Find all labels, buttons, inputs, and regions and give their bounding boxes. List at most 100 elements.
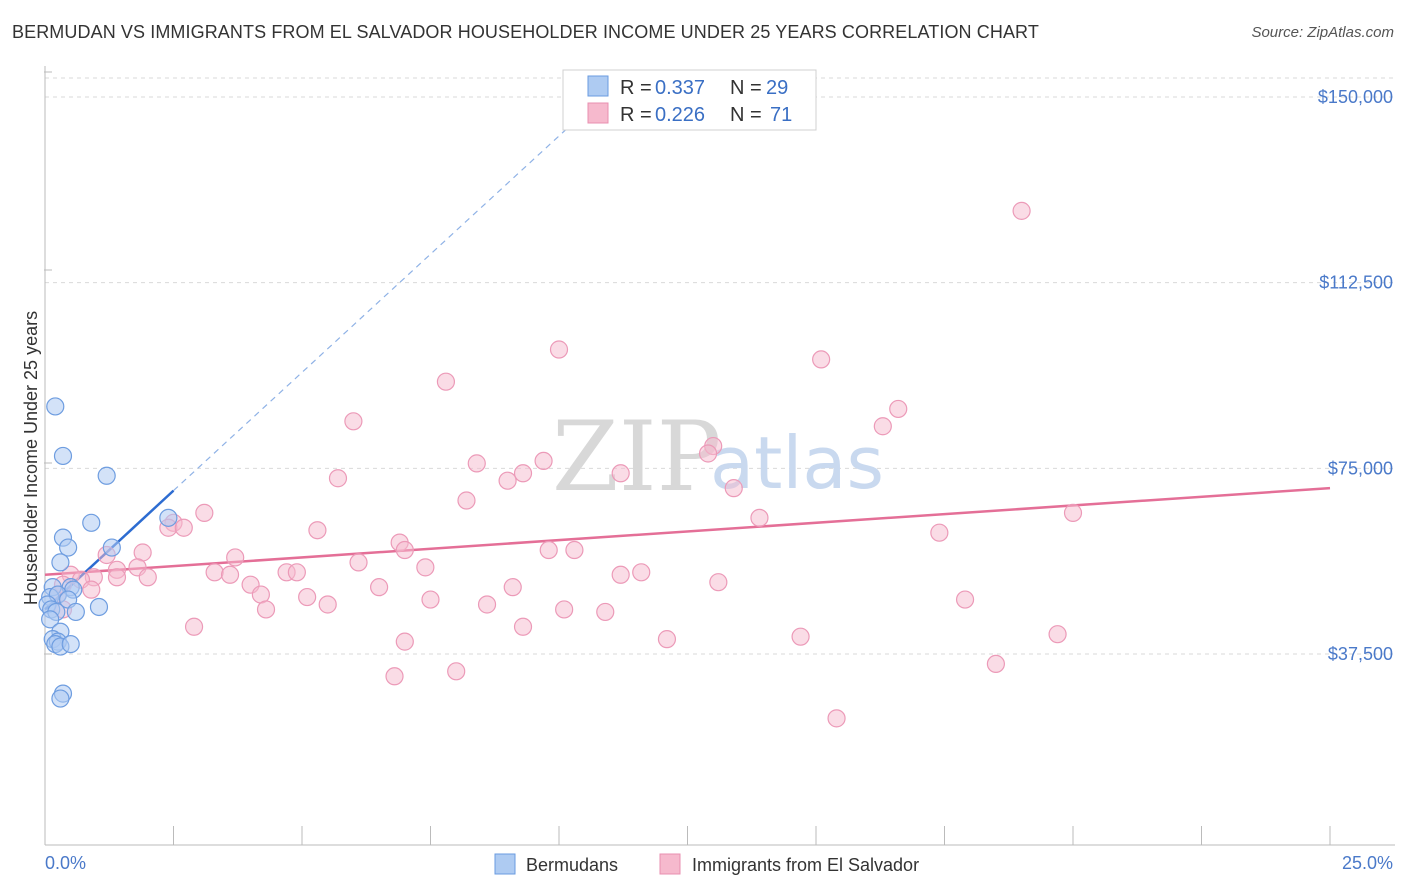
point-el-salvador — [416, 558, 435, 577]
point-el-salvador — [555, 600, 574, 619]
point-el-salvador — [812, 350, 831, 369]
point-el-salvador — [827, 709, 846, 728]
correlation-legend: R = 0.337 N = 29 R = 0.226 N = 71 — [562, 69, 817, 131]
point-el-salvador — [395, 540, 414, 560]
point-el-salvador — [1063, 503, 1083, 522]
point-el-salvador — [138, 568, 157, 587]
y-tick-labels: $37,500 $75,000 $112,500 $150,000 — [1318, 87, 1393, 664]
point-el-salvador — [503, 578, 522, 597]
legend-r-label: R = — [620, 77, 652, 99]
point-el-salvador — [395, 632, 414, 651]
chart-title: BERMUDAN VS IMMIGRANTS FROM EL SALVADOR … — [12, 22, 1039, 42]
point-el-salvador — [220, 565, 240, 584]
point-el-salvador — [611, 565, 630, 584]
y-tick-label: $37,500 — [1328, 644, 1393, 664]
point-el-salvador — [349, 553, 368, 572]
point-el-salvador — [328, 469, 348, 488]
x-tick-label: 25.0% — [1342, 853, 1393, 873]
legend-swatch-blue — [587, 75, 609, 97]
point-bermudans — [102, 538, 121, 557]
point-bermudans — [41, 610, 60, 629]
point-el-salvador — [385, 667, 404, 686]
point-el-salvador — [724, 479, 743, 498]
point-bermudans — [61, 634, 80, 654]
axes — [44, 66, 1395, 846]
point-el-salvador — [477, 595, 497, 614]
point-bermudans — [59, 538, 78, 557]
x-tick-label: 0.0% — [45, 853, 86, 873]
data-points — [38, 201, 1083, 728]
point-bermudans — [46, 397, 65, 416]
point-el-salvador — [298, 587, 317, 607]
point-el-salvador — [370, 578, 389, 597]
x-tick-labels: 0.0% 25.0% — [45, 853, 1393, 873]
legend-n-label: N = — [730, 77, 762, 99]
point-el-salvador — [873, 417, 892, 436]
point-el-salvador — [436, 372, 456, 391]
watermark-zip: ZIP — [552, 401, 721, 513]
point-el-salvador — [930, 523, 949, 542]
legend-r-value: 0.226 — [655, 104, 705, 126]
point-el-salvador — [750, 508, 769, 527]
point-el-salvador — [107, 568, 127, 587]
y-tick-label: $75,000 — [1328, 458, 1393, 478]
point-el-salvador — [256, 600, 276, 619]
point-el-salvador — [632, 563, 651, 582]
point-el-salvador — [467, 454, 486, 473]
gridlines — [45, 77, 1395, 655]
point-bermudans — [51, 689, 70, 708]
point-el-salvador — [539, 540, 558, 560]
point-el-salvador — [698, 444, 718, 463]
point-el-salvador — [205, 563, 224, 582]
trend-lines — [44, 121, 1331, 611]
point-el-salvador — [498, 471, 517, 490]
point-el-salvador — [1012, 201, 1031, 220]
point-el-salvador — [318, 595, 337, 614]
point-el-salvador — [344, 412, 363, 431]
point-el-salvador — [195, 503, 214, 522]
point-bermudans — [82, 513, 101, 532]
point-el-salvador — [889, 399, 908, 419]
legend-swatch-pink — [587, 102, 609, 124]
trend-extension-bermudans — [173, 121, 575, 492]
point-el-salvador — [421, 590, 440, 609]
point-bermudans — [53, 446, 73, 466]
point-bermudans — [51, 553, 70, 572]
point-el-salvador — [82, 580, 101, 599]
point-el-salvador — [657, 630, 677, 649]
legend-swatch-el-salvador — [659, 853, 681, 875]
watermark: ZIP atlas — [552, 401, 884, 513]
y-axis-title: Householder Income Under 25 years — [21, 311, 41, 605]
point-el-salvador — [549, 340, 569, 359]
legend-n-value: 71 — [770, 104, 792, 126]
point-bermudans — [97, 466, 116, 485]
legend-n-label: N = — [730, 104, 762, 126]
point-el-salvador — [565, 540, 584, 560]
point-el-salvador — [287, 563, 306, 582]
point-el-salvador — [513, 617, 533, 636]
point-el-salvador — [513, 464, 533, 483]
legend-r-label: R = — [620, 104, 652, 126]
point-bermudans — [89, 597, 109, 617]
point-el-salvador — [955, 590, 975, 609]
y-tick-label: $150,000 — [1318, 87, 1393, 107]
point-el-salvador — [709, 573, 728, 592]
point-el-salvador — [1048, 625, 1067, 644]
point-bermudans — [159, 508, 178, 527]
point-el-salvador — [596, 602, 615, 622]
point-el-salvador — [534, 451, 553, 471]
legend-label-el-salvador: Immigrants from El Salvador — [692, 855, 919, 875]
chart-source: Source: ZipAtlas.com — [1251, 24, 1394, 41]
legend-swatch-bermudans — [494, 853, 516, 875]
series-legend: Bermudans Immigrants from El Salvador — [494, 853, 919, 875]
legend-label-bermudans: Bermudans — [526, 855, 618, 875]
point-el-salvador — [174, 518, 193, 537]
point-el-salvador — [308, 521, 327, 540]
point-el-salvador — [611, 464, 630, 483]
y-tick-label: $112,500 — [1319, 273, 1393, 293]
trend-line-el-salvador — [44, 486, 1331, 577]
point-el-salvador — [791, 627, 810, 646]
point-el-salvador — [447, 662, 466, 681]
legend-r-value: 0.337 — [655, 77, 705, 99]
